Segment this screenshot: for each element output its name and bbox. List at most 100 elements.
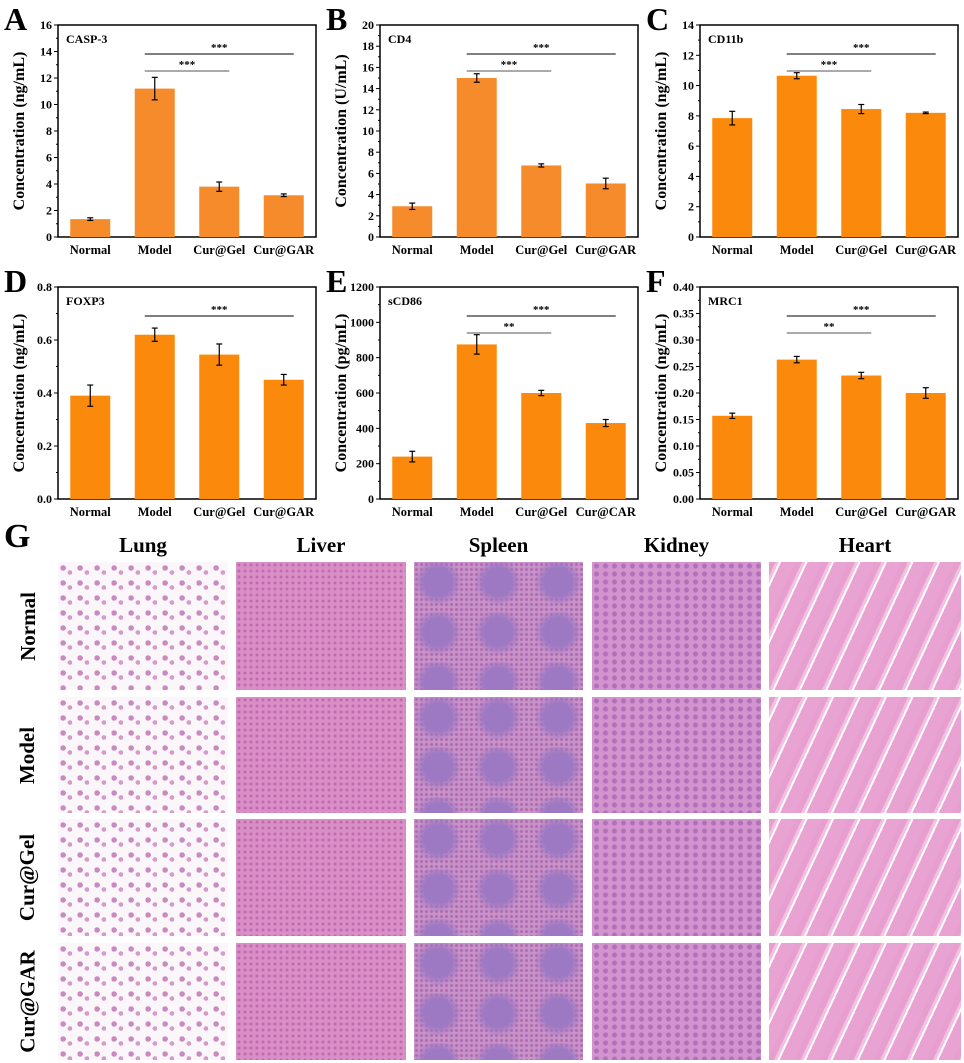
panel-label: E bbox=[326, 263, 347, 299]
error-bar bbox=[409, 450, 416, 463]
chart-title: CD11b bbox=[708, 32, 744, 46]
y-tick-label: 0.05 bbox=[673, 466, 694, 480]
x-tick-label: Normal bbox=[70, 243, 111, 257]
error-bar bbox=[538, 163, 545, 168]
y-tick-label: 16 bbox=[40, 18, 52, 32]
x-tick-label: Model bbox=[780, 243, 815, 257]
histology-image-spleen bbox=[414, 943, 583, 1060]
x-tick-label: Cur@Gel bbox=[515, 243, 567, 257]
row-header-label: Cur@GAR bbox=[15, 950, 40, 1053]
significance-label: *** bbox=[211, 42, 228, 54]
column-header-liver: Liver bbox=[296, 533, 346, 557]
y-tick-label: 12 bbox=[362, 103, 374, 117]
y-axis-label: Concentration (ng/mL) bbox=[11, 314, 28, 473]
error-bar bbox=[858, 103, 865, 115]
y-tick-label: 2 bbox=[46, 204, 52, 218]
x-tick-label: Cur@Gel bbox=[193, 505, 245, 519]
error-bar bbox=[87, 217, 94, 222]
significance-label: ** bbox=[824, 321, 836, 333]
x-tick-label: Cur@GAR bbox=[895, 505, 957, 519]
error-bar bbox=[409, 202, 416, 211]
x-tick-label: Normal bbox=[392, 505, 433, 519]
chart-title: MRC1 bbox=[708, 294, 743, 308]
x-tick-label: Cur@Gel bbox=[193, 243, 245, 257]
y-tick-label: 8 bbox=[46, 124, 52, 138]
x-tick-label: Cur@GAR bbox=[895, 243, 957, 257]
significance-label: *** bbox=[501, 59, 518, 71]
error-bar bbox=[793, 355, 800, 364]
y-tick-label: 1200 bbox=[350, 280, 374, 294]
y-tick-label: 8 bbox=[688, 109, 694, 123]
column-header-lung: Lung bbox=[119, 533, 167, 557]
y-tick-label: 4 bbox=[46, 177, 52, 191]
bar-cur-gel bbox=[841, 109, 882, 237]
y-tick-label: 0 bbox=[368, 492, 374, 506]
bar-normal bbox=[712, 118, 753, 237]
y-tick-label: 6 bbox=[688, 139, 694, 153]
histology-image-lung bbox=[58, 819, 228, 936]
histology-image-lung bbox=[58, 562, 228, 690]
y-tick-label: 0.25 bbox=[673, 360, 694, 374]
histology-image-kidney bbox=[592, 943, 761, 1060]
significance-label: *** bbox=[533, 42, 550, 54]
histology-image-lung bbox=[58, 697, 228, 813]
y-tick-label: 2 bbox=[688, 200, 694, 214]
row-header: Cur@Gel bbox=[0, 819, 56, 936]
y-tick-label: 14 bbox=[682, 18, 694, 32]
bar-cur-gel bbox=[521, 165, 562, 237]
x-tick-label: Normal bbox=[392, 243, 433, 257]
panel-label-g: G bbox=[4, 518, 31, 555]
panel-label: B bbox=[326, 1, 347, 37]
y-axis-label: Concentration (pg/mL) bbox=[333, 314, 350, 473]
y-tick-label: 400 bbox=[356, 421, 374, 435]
y-tick-label: 0.10 bbox=[673, 439, 694, 453]
error-bar bbox=[538, 389, 545, 397]
y-tick-label: 0.30 bbox=[673, 333, 694, 347]
significance-label: *** bbox=[211, 304, 228, 316]
row-header-label: Cur@Gel bbox=[15, 833, 40, 922]
y-tick-label: 14 bbox=[362, 82, 374, 96]
chart-title: FOXP3 bbox=[66, 294, 105, 308]
y-tick-label: 16 bbox=[362, 60, 374, 74]
histology-image-liver bbox=[236, 562, 406, 690]
x-tick-label: Cur@GAR bbox=[253, 243, 315, 257]
panel-label: F bbox=[646, 263, 666, 299]
error-bar bbox=[473, 334, 480, 355]
row-header-label: Normal bbox=[15, 591, 40, 661]
row-header: Cur@GAR bbox=[0, 943, 56, 1060]
bar-cur-gel bbox=[199, 354, 240, 499]
row-header: Normal bbox=[0, 562, 56, 690]
histology-image-spleen bbox=[414, 697, 583, 813]
panel-label: A bbox=[4, 1, 27, 37]
histology-image-kidney bbox=[592, 697, 761, 813]
y-tick-label: 0.0 bbox=[37, 492, 52, 506]
y-tick-label: 0.00 bbox=[673, 492, 694, 506]
x-tick-label: Model bbox=[460, 243, 495, 257]
y-tick-label: 0.4 bbox=[37, 386, 52, 400]
significance-label: *** bbox=[533, 304, 550, 316]
histology-image-heart bbox=[769, 562, 961, 690]
error-bar bbox=[280, 373, 287, 386]
x-tick-label: Model bbox=[138, 243, 173, 257]
y-tick-label: 0 bbox=[46, 230, 52, 244]
error-bar bbox=[922, 387, 929, 399]
y-tick-label: 4 bbox=[688, 169, 694, 183]
histology-image-kidney bbox=[592, 562, 761, 690]
error-bar bbox=[793, 72, 800, 80]
bar-cur-car bbox=[585, 423, 626, 499]
chart-title: CD4 bbox=[388, 32, 411, 46]
y-axis-label: Concentration (ng/mL) bbox=[11, 52, 28, 211]
y-tick-label: 2 bbox=[368, 209, 374, 223]
bar-normal bbox=[70, 395, 111, 499]
significance-label: *** bbox=[853, 304, 870, 316]
bar-normal bbox=[392, 456, 433, 499]
y-tick-label: 1000 bbox=[350, 315, 374, 329]
y-tick-label: 200 bbox=[356, 457, 374, 471]
y-tick-label: 10 bbox=[682, 79, 694, 93]
error-bar bbox=[602, 177, 609, 190]
y-tick-label: 0.2 bbox=[37, 439, 52, 453]
chart-a: A CASP-3 Concentration (ng/mL) 0 2 4 6 8 10 12 14 1… bbox=[0, 0, 322, 265]
column-header-heart: Heart bbox=[838, 533, 892, 557]
histology-image-heart bbox=[769, 697, 961, 813]
y-tick-label: 12 bbox=[40, 71, 52, 85]
